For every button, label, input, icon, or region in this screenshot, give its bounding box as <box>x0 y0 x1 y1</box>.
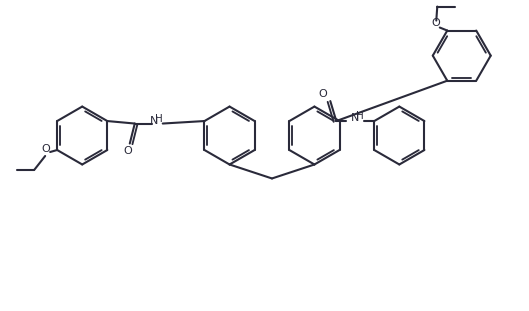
Text: O: O <box>318 89 327 99</box>
Text: O: O <box>123 146 132 156</box>
Text: O: O <box>42 143 51 154</box>
Text: H: H <box>357 111 364 121</box>
Text: N: N <box>351 113 359 123</box>
Text: N: N <box>150 116 159 126</box>
Text: O: O <box>431 18 440 28</box>
Text: H: H <box>155 114 162 123</box>
